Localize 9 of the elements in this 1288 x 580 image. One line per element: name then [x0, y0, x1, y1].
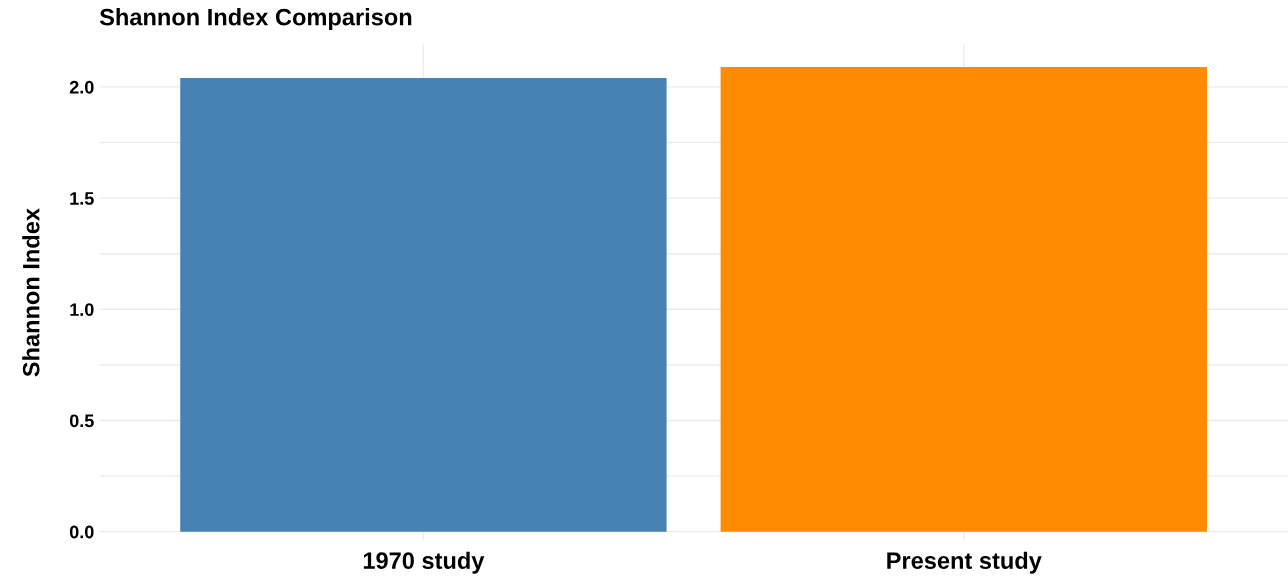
y-tick-label: 1.0	[70, 303, 94, 317]
x-tick-label: 1970 study	[363, 551, 485, 574]
y-tick-label: 0.5	[69, 414, 94, 428]
y-tick-label: 2.0	[69, 80, 94, 94]
y-tick-label: 0.0	[69, 525, 94, 539]
y-tick-label: 1.5	[70, 192, 94, 205]
chart-title: Shannon Index Comparison	[99, 8, 412, 31]
x-tick-label: Present study	[887, 551, 1042, 574]
y-axis-title: Shannon Index	[22, 208, 40, 377]
